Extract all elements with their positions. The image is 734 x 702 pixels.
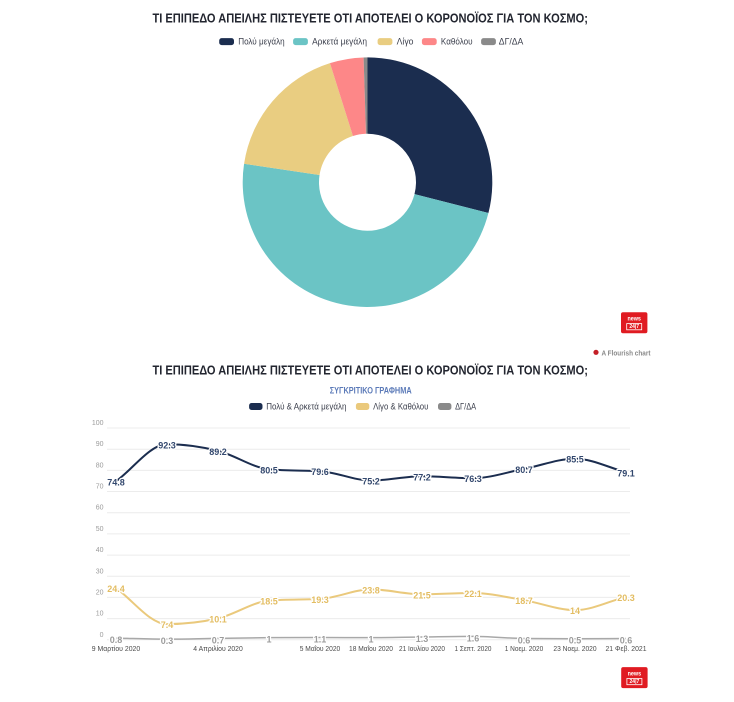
svg-text:80: 80 (96, 462, 104, 469)
svg-text:30: 30 (96, 568, 104, 575)
svg-text:news: news (627, 316, 641, 323)
svg-text:0.7: 0.7 (212, 635, 225, 645)
svg-text:23 Νοεμ. 2020: 23 Νοεμ. 2020 (553, 644, 596, 653)
svg-text:ΤΙ ΕΠΙΠΕΔΟ ΑΠΕΙΛΗΣ ΠΙΣΤΕΥΕΤΕ Ο: ΤΙ ΕΠΙΠΕΔΟ ΑΠΕΙΛΗΣ ΠΙΣΤΕΥΕΤΕ ΟΤΙ ΑΠΟΤΕΛΕ… (152, 11, 588, 26)
svg-text:89.2: 89.2 (209, 447, 227, 457)
svg-text:1 Νοεμ. 2020: 1 Νοεμ. 2020 (505, 644, 544, 653)
svg-text:4 Απριλίου 2020: 4 Απριλίου 2020 (193, 644, 243, 653)
svg-text:1.6: 1.6 (467, 633, 480, 643)
svg-text:1: 1 (266, 635, 271, 645)
svg-text:ΔΓ/ΔΑ: ΔΓ/ΔΑ (455, 402, 477, 413)
svg-text:74.8: 74.8 (107, 477, 125, 487)
svg-text:40: 40 (96, 547, 104, 554)
svg-text:9 Μαρτίου 2020: 9 Μαρτίου 2020 (92, 644, 141, 653)
svg-text:24|7: 24|7 (629, 324, 639, 330)
svg-text:79.1: 79.1 (617, 468, 635, 478)
svg-text:Πολύ & Αρκετά μεγάλη: Πολύ & Αρκετά μεγάλη (266, 402, 346, 413)
svg-text:0: 0 (100, 632, 104, 639)
svg-text:50: 50 (96, 526, 104, 533)
svg-text:news: news (628, 671, 642, 678)
svg-text:20.3: 20.3 (617, 593, 635, 603)
svg-text:21 Φεβ. 2021: 21 Φεβ. 2021 (606, 644, 647, 653)
svg-text:22.1: 22.1 (464, 589, 482, 599)
svg-text:18 Μαΐου 2020: 18 Μαΐου 2020 (349, 644, 393, 653)
svg-text:85.5: 85.5 (566, 455, 584, 465)
svg-text:19.3: 19.3 (311, 595, 329, 605)
svg-text:21 Ιουλίου 2020: 21 Ιουλίου 2020 (399, 644, 445, 653)
svg-text:ΔΓ/ΔΑ: ΔΓ/ΔΑ (499, 37, 524, 48)
svg-text:10.1: 10.1 (209, 614, 227, 624)
svg-text:1.3: 1.3 (416, 634, 429, 644)
svg-text:A Flourish chart: A Flourish chart (602, 348, 651, 357)
svg-text:10: 10 (96, 611, 104, 618)
svg-text:5 Μαΐου 2020: 5 Μαΐου 2020 (300, 644, 341, 653)
svg-text:0.6: 0.6 (620, 636, 633, 646)
svg-text:76.3: 76.3 (464, 474, 482, 484)
svg-text:Λίγο & Καθόλου: Λίγο & Καθόλου (373, 402, 428, 413)
svg-text:79.6: 79.6 (311, 467, 329, 477)
svg-text:1 Σεπτ. 2020: 1 Σεπτ. 2020 (455, 644, 492, 653)
svg-text:Πολύ μεγάλη: Πολύ μεγάλη (238, 37, 285, 48)
svg-text:24.4: 24.4 (107, 584, 125, 594)
svg-text:80.5: 80.5 (260, 465, 278, 475)
svg-text:23.8: 23.8 (362, 585, 380, 595)
svg-text:77.2: 77.2 (413, 472, 431, 482)
svg-text:0.8: 0.8 (110, 635, 123, 645)
svg-text:70: 70 (96, 484, 104, 491)
svg-text:20: 20 (96, 589, 104, 596)
svg-text:Αρκετά μεγάλη: Αρκετά μεγάλη (312, 37, 367, 48)
svg-text:100: 100 (92, 420, 104, 427)
svg-text:24|7: 24|7 (630, 679, 640, 685)
svg-text:60: 60 (96, 505, 104, 512)
svg-text:21.5: 21.5 (413, 590, 431, 600)
svg-text:1: 1 (368, 635, 373, 645)
svg-text:Καθόλου: Καθόλου (441, 37, 473, 48)
svg-text:1.1: 1.1 (314, 635, 327, 645)
svg-text:90: 90 (96, 441, 104, 448)
svg-text:92.3: 92.3 (158, 440, 176, 450)
svg-text:0.3: 0.3 (161, 636, 174, 646)
svg-text:18.5: 18.5 (260, 597, 278, 607)
svg-text:18.7: 18.7 (515, 596, 533, 606)
svg-text:75.2: 75.2 (362, 477, 380, 487)
svg-text:Λίγο: Λίγο (397, 37, 414, 48)
svg-text:7.4: 7.4 (161, 620, 174, 630)
svg-text:ΤΙ ΕΠΙΠΕΔΟ ΑΠΕΙΛΗΣ ΠΙΣΤΕΥΕΤΕ Ο: ΤΙ ΕΠΙΠΕΔΟ ΑΠΕΙΛΗΣ ΠΙΣΤΕΥΕΤΕ ΟΤΙ ΑΠΟΤΕΛΕ… (152, 363, 588, 378)
svg-text:14: 14 (570, 606, 580, 616)
svg-text:ΣΥΓΚΡΙΤΙΚΟ ΓΡΑΦΗΜΑ: ΣΥΓΚΡΙΤΙΚΟ ΓΡΑΦΗΜΑ (330, 386, 412, 397)
svg-text:0.5: 0.5 (569, 636, 582, 646)
svg-text:0.6: 0.6 (518, 636, 531, 646)
svg-text:80.7: 80.7 (515, 465, 533, 475)
